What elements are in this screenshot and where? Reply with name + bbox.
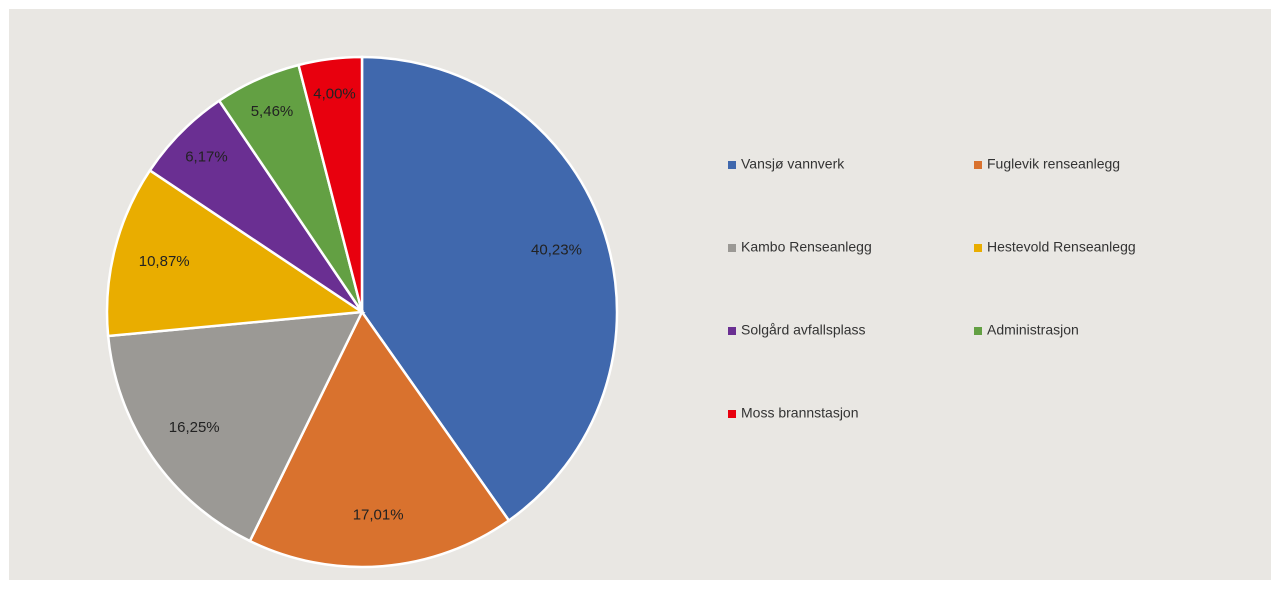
legend-label: Moss brannstasjon: [741, 405, 859, 421]
data-label: 40,23%: [531, 241, 582, 258]
data-label: 16,25%: [169, 419, 220, 436]
data-label: 17,01%: [353, 506, 404, 523]
legend-label: Administrasjon: [987, 322, 1079, 338]
legend-swatch: [974, 161, 982, 169]
legend-swatch: [728, 410, 736, 418]
pie-slice: [105, 168, 366, 338]
data-label: 6,17%: [185, 148, 228, 165]
pie-slice: [106, 310, 365, 543]
legend-swatch: [728, 161, 736, 169]
data-label: 10,87%: [139, 253, 190, 270]
legend-swatch: [974, 327, 982, 335]
legend-label: Vansjø vannverk: [741, 156, 845, 172]
legend-label: Solgård avfallsplass: [741, 322, 866, 338]
legend-label: Fuglevik renseanlegg: [987, 156, 1120, 172]
pie-slice: [248, 309, 511, 569]
legend-swatch: [728, 327, 736, 335]
legend-swatch: [974, 244, 982, 252]
pie-slice: [360, 55, 619, 523]
pie-slice: [297, 55, 364, 313]
legend-label: Kambo Renseanlegg: [741, 239, 872, 255]
legend-label: Hestevold Renseanlegg: [987, 239, 1136, 255]
data-label: 5,46%: [251, 103, 294, 120]
data-label: 4,00%: [313, 85, 356, 102]
legend-swatch: [728, 244, 736, 252]
